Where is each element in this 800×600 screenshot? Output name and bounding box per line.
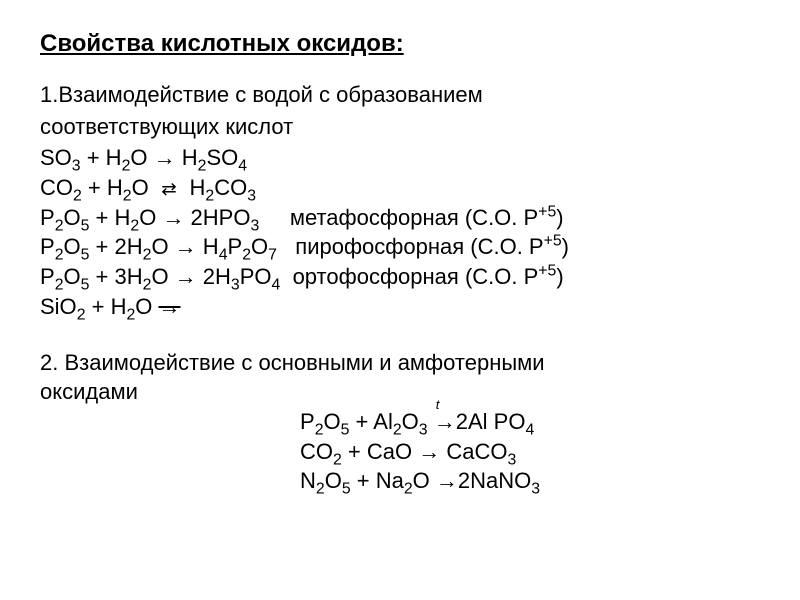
section2: 2. Взаимодействие с основными и амфотерн… xyxy=(40,348,760,496)
section2-heading-line1: 2. Взаимодействие с основными и амфотерн… xyxy=(40,348,760,378)
equation-n2o5-na2o: N2O5 + Na2O →2NaNO3 xyxy=(40,466,760,496)
section2-heading-line2: оксидами xyxy=(40,377,760,407)
equation-so3: SO3 + H2O → H2SO4 xyxy=(40,143,760,173)
equation-p2o5-al2o3: P2O5 + Al2O3 t→2Al PO4 xyxy=(40,407,760,437)
equation-co2-cao: CO2 + CaO → CaCO3 xyxy=(40,437,760,467)
equation-p2o5-1: P2O5 + H2O → 2HPO3 метафосфорная (С.О. Р… xyxy=(40,203,760,233)
no-reaction-arrow-icon: → xyxy=(159,292,181,322)
equilibrium-arrow-icon xyxy=(155,173,184,203)
equation-co2: CO2 + H2O H2CO3 xyxy=(40,173,760,203)
section1-heading-line2: соответствующих кислот xyxy=(40,112,760,142)
equation-sio2: SiO2 + H2O → xyxy=(40,292,760,322)
slide-content: Свойства кислотных оксидов: 1.Взаимодейс… xyxy=(0,0,800,516)
temperature-arrow-icon: t→ xyxy=(434,407,456,437)
slide-title: Свойства кислотных оксидов: xyxy=(40,30,760,58)
equation-p2o5-2: P2O5 + 2H2O → H4P2O7 пирофосфорная (С.О.… xyxy=(40,232,760,262)
section1-heading-line1: 1.Взаимодействие с водой с образованием xyxy=(40,80,760,110)
equation-p2o5-3: P2O5 + 3H2O → 2H3PO4 ортофосфорная (С.О.… xyxy=(40,262,760,292)
